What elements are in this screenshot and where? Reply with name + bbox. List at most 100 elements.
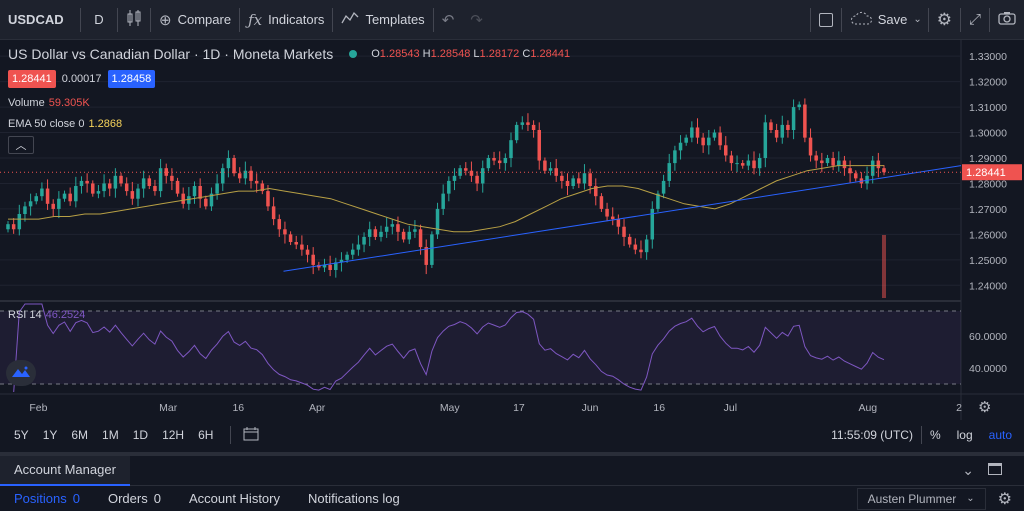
collapse-legend-button[interactable]: ︿	[8, 136, 34, 154]
market-status-icon[interactable]	[349, 50, 358, 58]
candle-body	[34, 196, 39, 202]
maximize-panel-button[interactable]	[988, 462, 1002, 479]
rsi-legend[interactable]: RSI 14 46.2524	[8, 309, 85, 321]
chart-settings-button[interactable]: ⚙	[929, 0, 960, 40]
tab-notifications-log[interactable]: Notifications log	[294, 491, 414, 506]
symbol-search[interactable]: USDCAD	[0, 0, 80, 40]
buy-button[interactable]: 1.28458	[107, 70, 156, 88]
sell-button[interactable]: 1.28441	[8, 70, 56, 88]
candle-body	[842, 160, 847, 169]
indicators-label: Indicators	[268, 12, 325, 27]
toolbar-divider	[840, 7, 842, 32]
goto-date-button[interactable]	[231, 426, 271, 444]
candle-body	[718, 132, 722, 146]
toolbar-divider	[432, 7, 434, 32]
candle-body	[786, 124, 790, 130]
candle-body	[825, 158, 830, 164]
screenshot-button[interactable]	[990, 0, 1024, 40]
chart-style-button[interactable]	[118, 0, 150, 40]
volume-legend[interactable]: Volume 59.305K	[8, 97, 570, 109]
candle-body	[266, 191, 270, 207]
range-1d[interactable]: 1D	[132, 428, 149, 442]
low-value: 1.28172	[479, 48, 520, 60]
candle-body	[147, 178, 152, 186]
log-toggle[interactable]: log	[956, 428, 973, 442]
tab-positions[interactable]: Positions 0	[0, 491, 94, 506]
redo-button[interactable]: ↷	[462, 0, 491, 40]
time-axis[interactable]: Feb Mar 16 Apr May 17 Jun 16 Jul Aug 2	[29, 402, 962, 414]
account-manager-tab[interactable]: Account Manager	[0, 455, 130, 486]
candle-body	[486, 158, 491, 169]
rsi-value: 46.2524	[45, 309, 86, 321]
price-chart-svg[interactable]: 1.33000 1.32000 1.31000 1.30000 1.29000 1.280…	[0, 40, 1024, 420]
range-12h[interactable]: 12H	[162, 428, 185, 442]
tab-account-history[interactable]: Account History	[175, 491, 294, 506]
trend-line[interactable]	[283, 165, 962, 272]
account-settings-button[interactable]: ⚙	[986, 489, 1024, 509]
candle-body	[198, 186, 202, 199]
candle-body	[492, 158, 496, 161]
ema-legend[interactable]: EMA 50 close 0 1.2868	[8, 118, 570, 130]
templates-button[interactable]: Templates	[333, 0, 432, 40]
candle-body	[837, 160, 841, 166]
percent-toggle[interactable]: %	[929, 428, 941, 442]
candle-body	[610, 216, 615, 220]
time-tick-label: 16	[232, 402, 244, 414]
account-user-name: Austen Plummer	[867, 491, 957, 506]
clock[interactable]: 11:55:09 (UTC)	[831, 428, 913, 442]
ema-value: 1.2868	[88, 118, 123, 130]
time-axis-settings-button[interactable]: ⚙	[978, 398, 991, 416]
range-6m[interactable]: 6M	[71, 428, 89, 442]
volume-label: Volume	[8, 97, 45, 109]
toolbar-divider	[239, 7, 241, 32]
tradingview-logo[interactable]	[6, 360, 36, 386]
range-5y[interactable]: 5Y	[14, 428, 29, 442]
interval-button[interactable]: D	[81, 0, 117, 40]
candle-body	[356, 244, 361, 250]
window-icon	[988, 463, 1002, 475]
candle-body	[803, 104, 807, 138]
candle-body	[102, 183, 106, 192]
time-tick-label: May	[440, 402, 461, 414]
time-tick-label: Jun	[582, 402, 599, 414]
undo-button[interactable]: ↶	[434, 0, 463, 40]
volume-bar-current	[882, 235, 886, 298]
toolbar-divider	[80, 7, 81, 32]
candle-body	[848, 168, 852, 174]
account-select[interactable]: Austen Plummer ⌄	[856, 487, 986, 510]
range-bar: 5Y 1Y 6M 1M 1D 12H 6H 11:55:09 (UTC) % l…	[0, 422, 1024, 448]
series-title-text: US Dollar vs Canadian Dollar · 1D · Mone…	[8, 46, 334, 62]
candle-body	[707, 137, 711, 146]
candle-body	[769, 122, 773, 130]
candle-body	[746, 160, 751, 166]
candle-body	[181, 193, 185, 204]
top-toolbar: USDCAD D ⊕ Compare ƒx Indicators Templat…	[0, 0, 1024, 40]
candle-body	[571, 178, 575, 186]
candle-body	[684, 137, 688, 143]
range-6h[interactable]: 6H	[198, 428, 214, 442]
candle-body	[164, 168, 168, 176]
fullscreen-button[interactable]: ⤢	[961, 0, 989, 40]
range-1y[interactable]: 1Y	[42, 428, 58, 442]
chart-area[interactable]: 1.33000 1.32000 1.31000 1.30000 1.29000 1.280…	[0, 40, 1024, 420]
tab-orders[interactable]: Orders 0	[94, 491, 175, 506]
save-button[interactable]: Save	[842, 0, 912, 40]
candle-body	[249, 170, 253, 181]
minimize-panel-button[interactable]: ⌄	[962, 462, 974, 478]
indicators-button[interactable]: ƒx Indicators	[240, 0, 332, 40]
price-axis[interactable]: 1.33000 1.32000 1.31000 1.30000 1.29000 1.280…	[969, 51, 1007, 292]
price-tick-label: 1.32000	[969, 77, 1007, 89]
save-menu-button[interactable]: ⌄	[911, 0, 927, 40]
price-tick-label: 1.27000	[969, 204, 1007, 216]
rsi-axis[interactable]: 60.0000 40.0000	[969, 331, 1007, 375]
square-icon	[818, 12, 833, 27]
rsi-label: RSI 14	[8, 309, 42, 321]
layout-button[interactable]	[811, 0, 841, 40]
panel-controls: ⌄	[962, 462, 1024, 479]
candle-body	[712, 132, 717, 138]
auto-toggle[interactable]: auto	[988, 428, 1012, 442]
compare-button[interactable]: ⊕ Compare	[151, 0, 239, 40]
positions-count: 0	[72, 491, 80, 506]
candle-body	[288, 234, 293, 242]
range-1m[interactable]: 1M	[102, 428, 119, 442]
